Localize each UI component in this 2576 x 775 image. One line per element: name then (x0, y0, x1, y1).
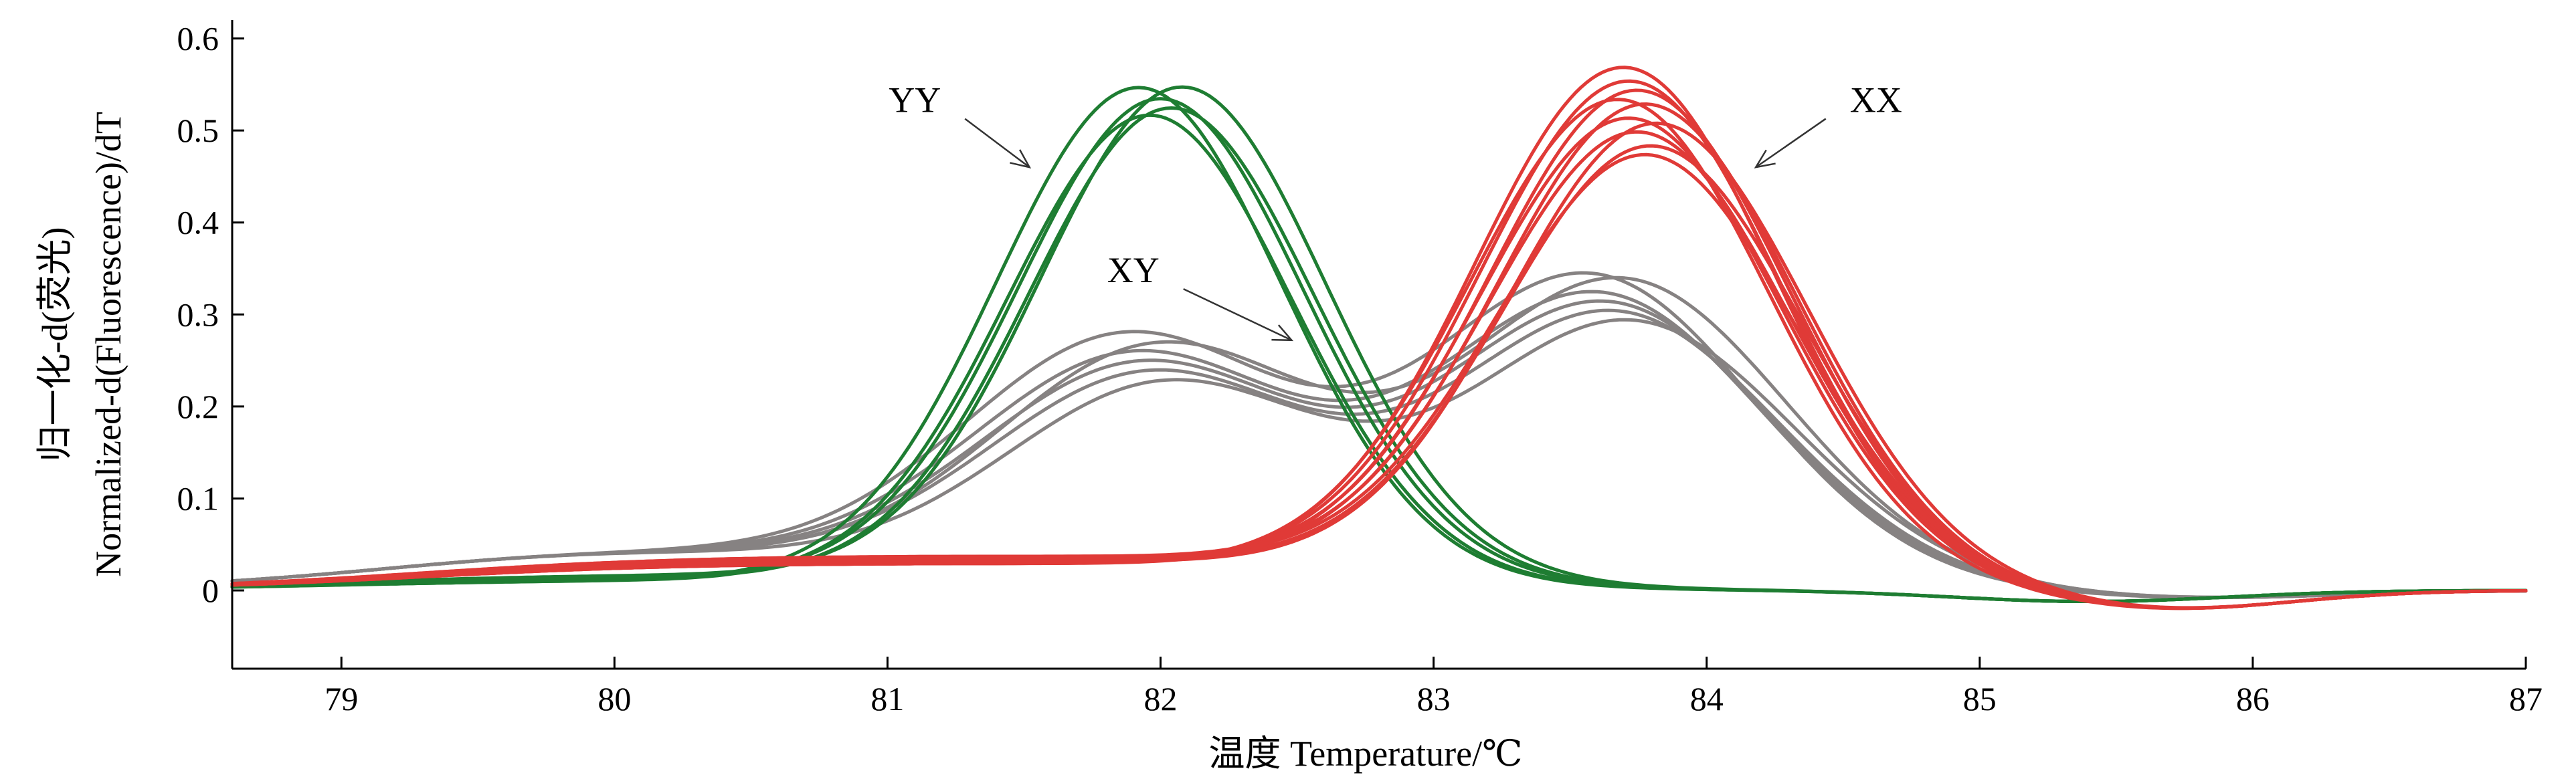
annotation-xx: XX (1850, 80, 1902, 120)
x-tick-label: 79 (325, 680, 358, 717)
curve-xx (230, 66, 2528, 611)
annotation-arrow-head (1754, 149, 1776, 169)
x-tick-label: 82 (1144, 680, 1178, 717)
curve-xx (230, 116, 2528, 611)
y-axis-title-chinese: 归一化-d(荧光) (35, 227, 75, 462)
x-tick-label: 85 (1963, 680, 1997, 717)
curve-xy (230, 299, 2528, 599)
y-tick-label: 0.6 (177, 20, 219, 58)
curve-xx (230, 98, 2528, 611)
annotation-arrow-line (1755, 118, 1827, 169)
x-tick-label: 81 (870, 680, 904, 717)
series-xx (230, 66, 2528, 611)
y-tick-label: 0 (202, 572, 219, 609)
curve-yy (230, 85, 2528, 603)
curves-layer (230, 66, 2528, 611)
x-axis-title: 温度 Temperature/℃ (1209, 734, 1523, 774)
x-tick-label: 84 (1690, 680, 1724, 717)
curve-xx (230, 121, 2528, 610)
curve-xx (230, 130, 2528, 610)
x-ticks: 79 80 81 82 83 84 85 86 87 (325, 657, 2543, 717)
x-tick-label: 86 (2236, 680, 2270, 717)
curve-yy (230, 97, 2528, 603)
curve-xx (230, 79, 2528, 611)
curve-xx (230, 152, 2528, 610)
y-axis-title-english: Normalized-d(Fluorescence)/dT (88, 112, 128, 577)
y-tick-label: 0.2 (177, 388, 219, 425)
y-tick-label: 0.1 (177, 479, 219, 517)
x-tick-label: 83 (1417, 680, 1451, 717)
x-tick-label: 80 (597, 680, 631, 717)
annotations-layer: YY XY XX (889, 80, 1902, 342)
y-tick-label: 0.3 (177, 296, 219, 333)
annotation-arrow-head (1271, 324, 1294, 342)
annotation-xy: XY (1107, 250, 1160, 290)
curve-yy (230, 106, 2528, 603)
y-tick-label: 0.4 (177, 204, 219, 241)
curve-yy (230, 86, 2528, 603)
curve-xx (230, 88, 2528, 610)
curve-yy (230, 113, 2528, 603)
x-tick-label: 87 (2509, 680, 2543, 717)
annotation-yy: YY (889, 80, 941, 120)
annotation-arrow-line (964, 118, 1030, 169)
curve-xx (230, 102, 2528, 610)
annotation-arrow-line (1183, 288, 1292, 341)
series-yy (230, 85, 2528, 603)
axes-layer: 79 80 81 82 83 84 85 86 87 0 0.1 0.2 0.3 0.4 0.5 0.6 (177, 20, 2543, 717)
y-tick-label: 0.5 (177, 112, 219, 149)
annotation-arrow-head (1010, 149, 1032, 169)
y-ticks: 0 0.1 0.2 0.3 0.4 0.5 0.6 (177, 20, 244, 609)
